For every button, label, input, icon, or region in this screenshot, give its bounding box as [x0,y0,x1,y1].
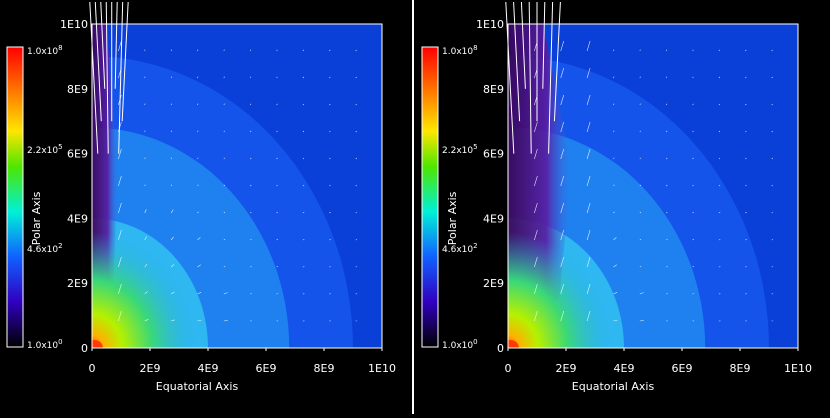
colorbar-label: 2.2x105 [27,143,63,156]
y-tick-label: 2E9 [67,277,88,290]
y-tick-label: 6E9 [67,148,88,161]
x-tick-label: 6E9 [256,362,277,375]
x-tick-label: 8E9 [730,362,751,375]
colorbar-label: 1.0x100 [27,338,63,351]
y-tick-label: 6E9 [483,148,504,161]
y-tick-label: 2E9 [483,277,504,290]
colorbar [422,47,438,347]
x-tick-label: 0 [89,362,96,375]
x-tick-label: 1E10 [784,362,812,375]
core-hotspot [508,137,697,348]
y-tick-label: 0 [81,342,88,355]
y-tick-label: 8E9 [67,83,88,96]
panel-left: 0 2E9 4E9 6E9 8E9 1E10 0 2E9 4E9 6E9 8E9 1E10 Equato… [7,2,396,393]
x-tick-label: 2E9 [556,362,577,375]
x-tick-label: 4E9 [198,362,219,375]
colorbar-label: 1.0x108 [442,44,478,57]
x-tick-label: 0 [505,362,512,375]
y-tick-label: 1E10 [60,18,88,31]
y-tick-label: 0 [497,342,504,355]
y-axis-label: Polar Axis [446,191,459,245]
colorbar-label: 1.0x108 [27,44,63,57]
x-axis-label: Equatorial Axis [572,380,655,393]
x-tick-label: 2E9 [140,362,161,375]
colorbar-label: 2.2x105 [442,143,478,156]
x-tick-label: 8E9 [314,362,335,375]
y-tick-label: 4E9 [483,212,504,225]
y-axis-label: Polar Axis [30,191,43,245]
x-tick-label: 6E9 [672,362,693,375]
x-axis-label: Equatorial Axis [156,380,239,393]
x-tick-label: 1E10 [368,362,396,375]
colorbar [7,47,23,347]
y-tick-label: 8E9 [483,83,504,96]
x-tick-label: 4E9 [614,362,635,375]
y-tick-label: 4E9 [67,212,88,225]
core-hotspot [92,137,281,348]
y-tick-label: 1E10 [476,18,504,31]
colorbar-label: 1.0x100 [442,338,478,351]
panel-divider [412,0,414,414]
panel-right: 0 2E9 4E9 6E9 8E9 1E10 0 2E9 4E9 6E9 8E9 1E10 Equato… [422,2,812,393]
